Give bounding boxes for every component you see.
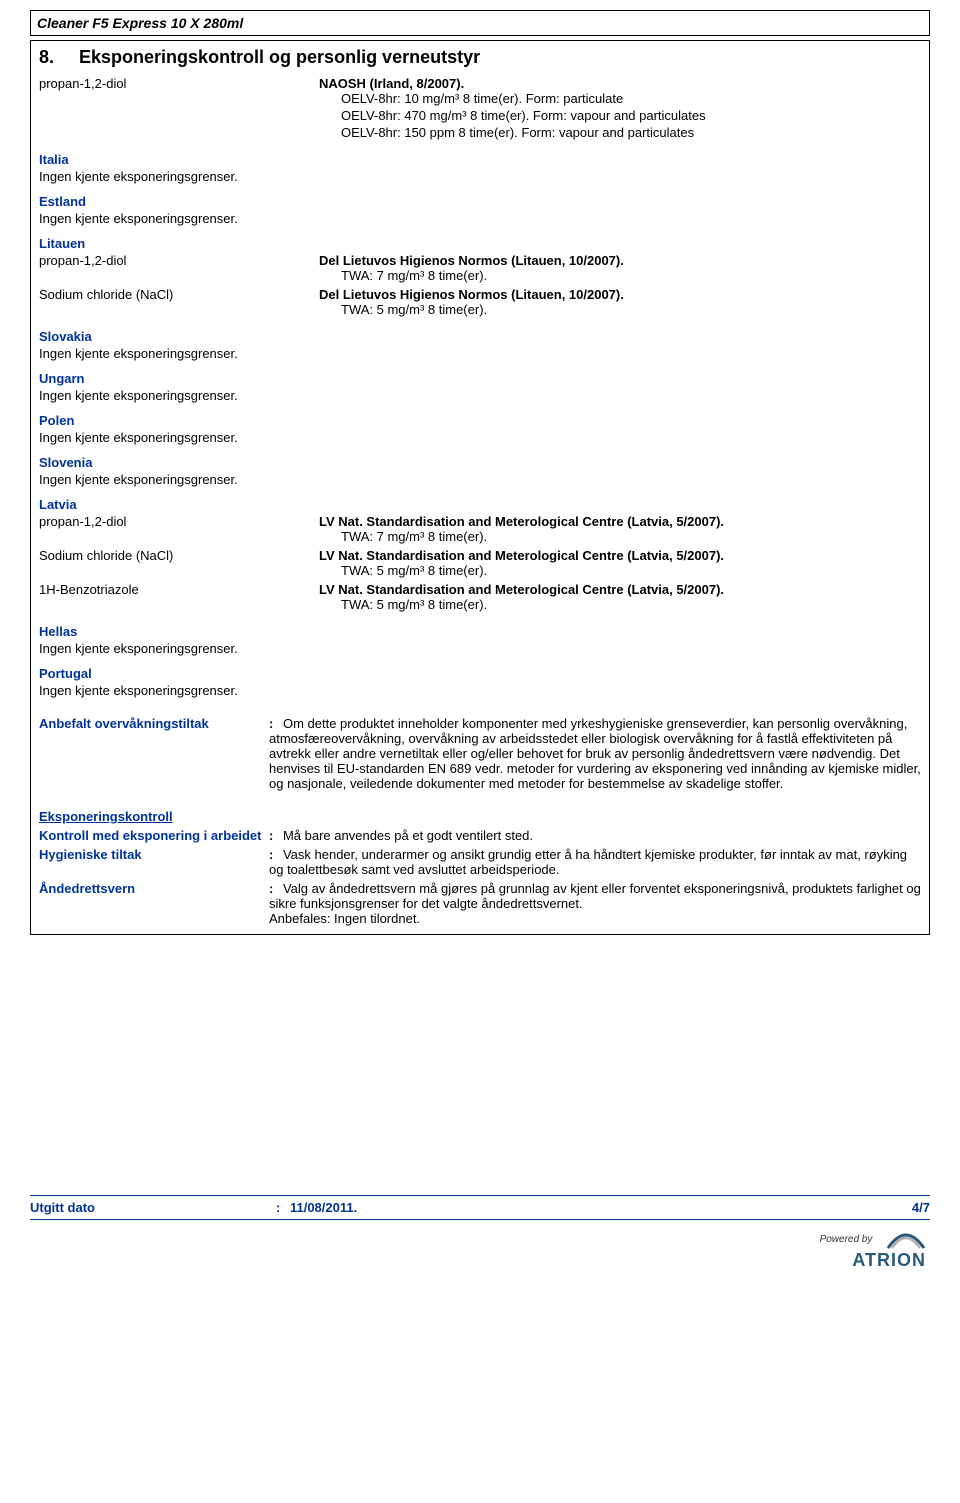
powered-by-text: Powered by [820, 1234, 873, 1245]
portugal-no-limits: Ingen kjente eksponeringsgrenser. [39, 683, 921, 698]
latvia-twa-3: TWA: 5 mg/m³ 8 time(er). [341, 597, 921, 612]
section-number: 8. [39, 47, 54, 67]
atrion-logo-icon [886, 1228, 926, 1250]
oelv-line-1: OELV-8hr: 10 mg/m³ 8 time(er). Form: par… [341, 91, 921, 106]
oelv-line-2: OELV-8hr: 470 mg/m³ 8 time(er). Form: va… [341, 108, 921, 123]
latvia-chem-1: propan-1,2-diol [39, 514, 319, 546]
colon-1: : [269, 716, 273, 731]
hygien-text: Vask hender, underarmer og ansikt grundi… [269, 847, 907, 877]
litauen-twa-2: TWA: 5 mg/m³ 8 time(er). [341, 302, 921, 317]
country-latvia: Latvia [39, 497, 921, 512]
section-title-text: Eksponeringskontroll og personlig verneu… [79, 47, 480, 67]
slovenia-no-limits: Ingen kjente eksponeringsgrenser. [39, 472, 921, 487]
polen-no-limits: Ingen kjente eksponeringsgrenser. [39, 430, 921, 445]
country-ungarn: Ungarn [39, 371, 921, 386]
anded-text-2: Anbefales: Ingen tilordnet. [269, 911, 420, 926]
country-slovenia: Slovenia [39, 455, 921, 470]
oelv-line-3: OELV-8hr: 150 ppm 8 time(er). Form: vapo… [341, 125, 921, 140]
anbefalt-label: Anbefalt overvåkningstiltak [39, 716, 209, 731]
footer-bar: Utgitt dato : 11/08/2011. 4/7 [30, 1195, 930, 1220]
footer-date: 11/08/2011. [290, 1200, 357, 1215]
country-estland: Estland [39, 194, 921, 209]
latvia-chem-2: Sodium chloride (NaCl) [39, 548, 319, 580]
litauen-src-1: Del Lietuvos Higienos Normos (Litauen, 1… [319, 253, 921, 268]
anbefalt-text: Om dette produktet inneholder komponente… [269, 716, 921, 791]
naosh-line: NAOSH (Irland, 8/2007). [319, 76, 921, 91]
eksponering-heading: Eksponeringskontroll [39, 809, 921, 824]
slovakia-no-limits: Ingen kjente eksponeringsgrenser. [39, 346, 921, 361]
italia-no-limits: Ingen kjente eksponeringsgrenser. [39, 169, 921, 184]
country-hellas: Hellas [39, 624, 921, 639]
country-italia: Italia [39, 152, 921, 167]
colon-3: : [269, 847, 273, 862]
country-polen: Polen [39, 413, 921, 428]
section-title: 8. Eksponeringskontroll og personlig ver… [39, 47, 921, 68]
litauen-chem-1: propan-1,2-diol [39, 253, 319, 285]
logo-area: Powered by ATRION [30, 1228, 930, 1271]
hygien-label: Hygieniske tiltak [39, 847, 142, 862]
litauen-chem-2: Sodium chloride (NaCl) [39, 287, 319, 319]
hellas-no-limits: Ingen kjente eksponeringsgrenser. [39, 641, 921, 656]
country-slovakia: Slovakia [39, 329, 921, 344]
colon-2: : [269, 828, 273, 843]
colon-4: : [269, 881, 273, 896]
footer-page: 4/7 [912, 1200, 930, 1215]
atrion-logo-text: ATRION [852, 1250, 926, 1270]
latvia-twa-2: TWA: 5 mg/m³ 8 time(er). [341, 563, 921, 578]
latvia-src-3: LV Nat. Standardisation and Meterologica… [319, 582, 921, 597]
litauen-src-2: Del Lietuvos Higienos Normos (Litauen, 1… [319, 287, 921, 302]
anded-label: Åndedrettsvern [39, 881, 135, 896]
kontroll-label: Kontroll med eksponering i arbeidet [39, 828, 261, 843]
latvia-chem-3: 1H-Benzotriazole [39, 582, 319, 614]
country-portugal: Portugal [39, 666, 921, 681]
latvia-src-2: LV Nat. Standardisation and Meterologica… [319, 548, 921, 563]
top-chem-name: propan-1,2-diol [39, 76, 319, 91]
latvia-twa-1: TWA: 7 mg/m³ 8 time(er). [341, 529, 921, 544]
country-litauen: Litauen [39, 236, 921, 251]
estland-no-limits: Ingen kjente eksponeringsgrenser. [39, 211, 921, 226]
kontroll-text: Må bare anvendes på et godt ventilert st… [283, 828, 533, 843]
anded-text-1: Valg av åndedrettsvern må gjøres på grun… [269, 881, 921, 911]
product-header: Cleaner F5 Express 10 X 280ml [30, 10, 930, 36]
litauen-twa-1: TWA: 7 mg/m³ 8 time(er). [341, 268, 921, 283]
ungarn-no-limits: Ingen kjente eksponeringsgrenser. [39, 388, 921, 403]
latvia-src-1: LV Nat. Standardisation and Meterologica… [319, 514, 921, 529]
section-8-box: 8. Eksponeringskontroll og personlig ver… [30, 40, 930, 935]
footer-label: Utgitt dato [30, 1200, 95, 1215]
colon-footer: : [276, 1200, 280, 1215]
